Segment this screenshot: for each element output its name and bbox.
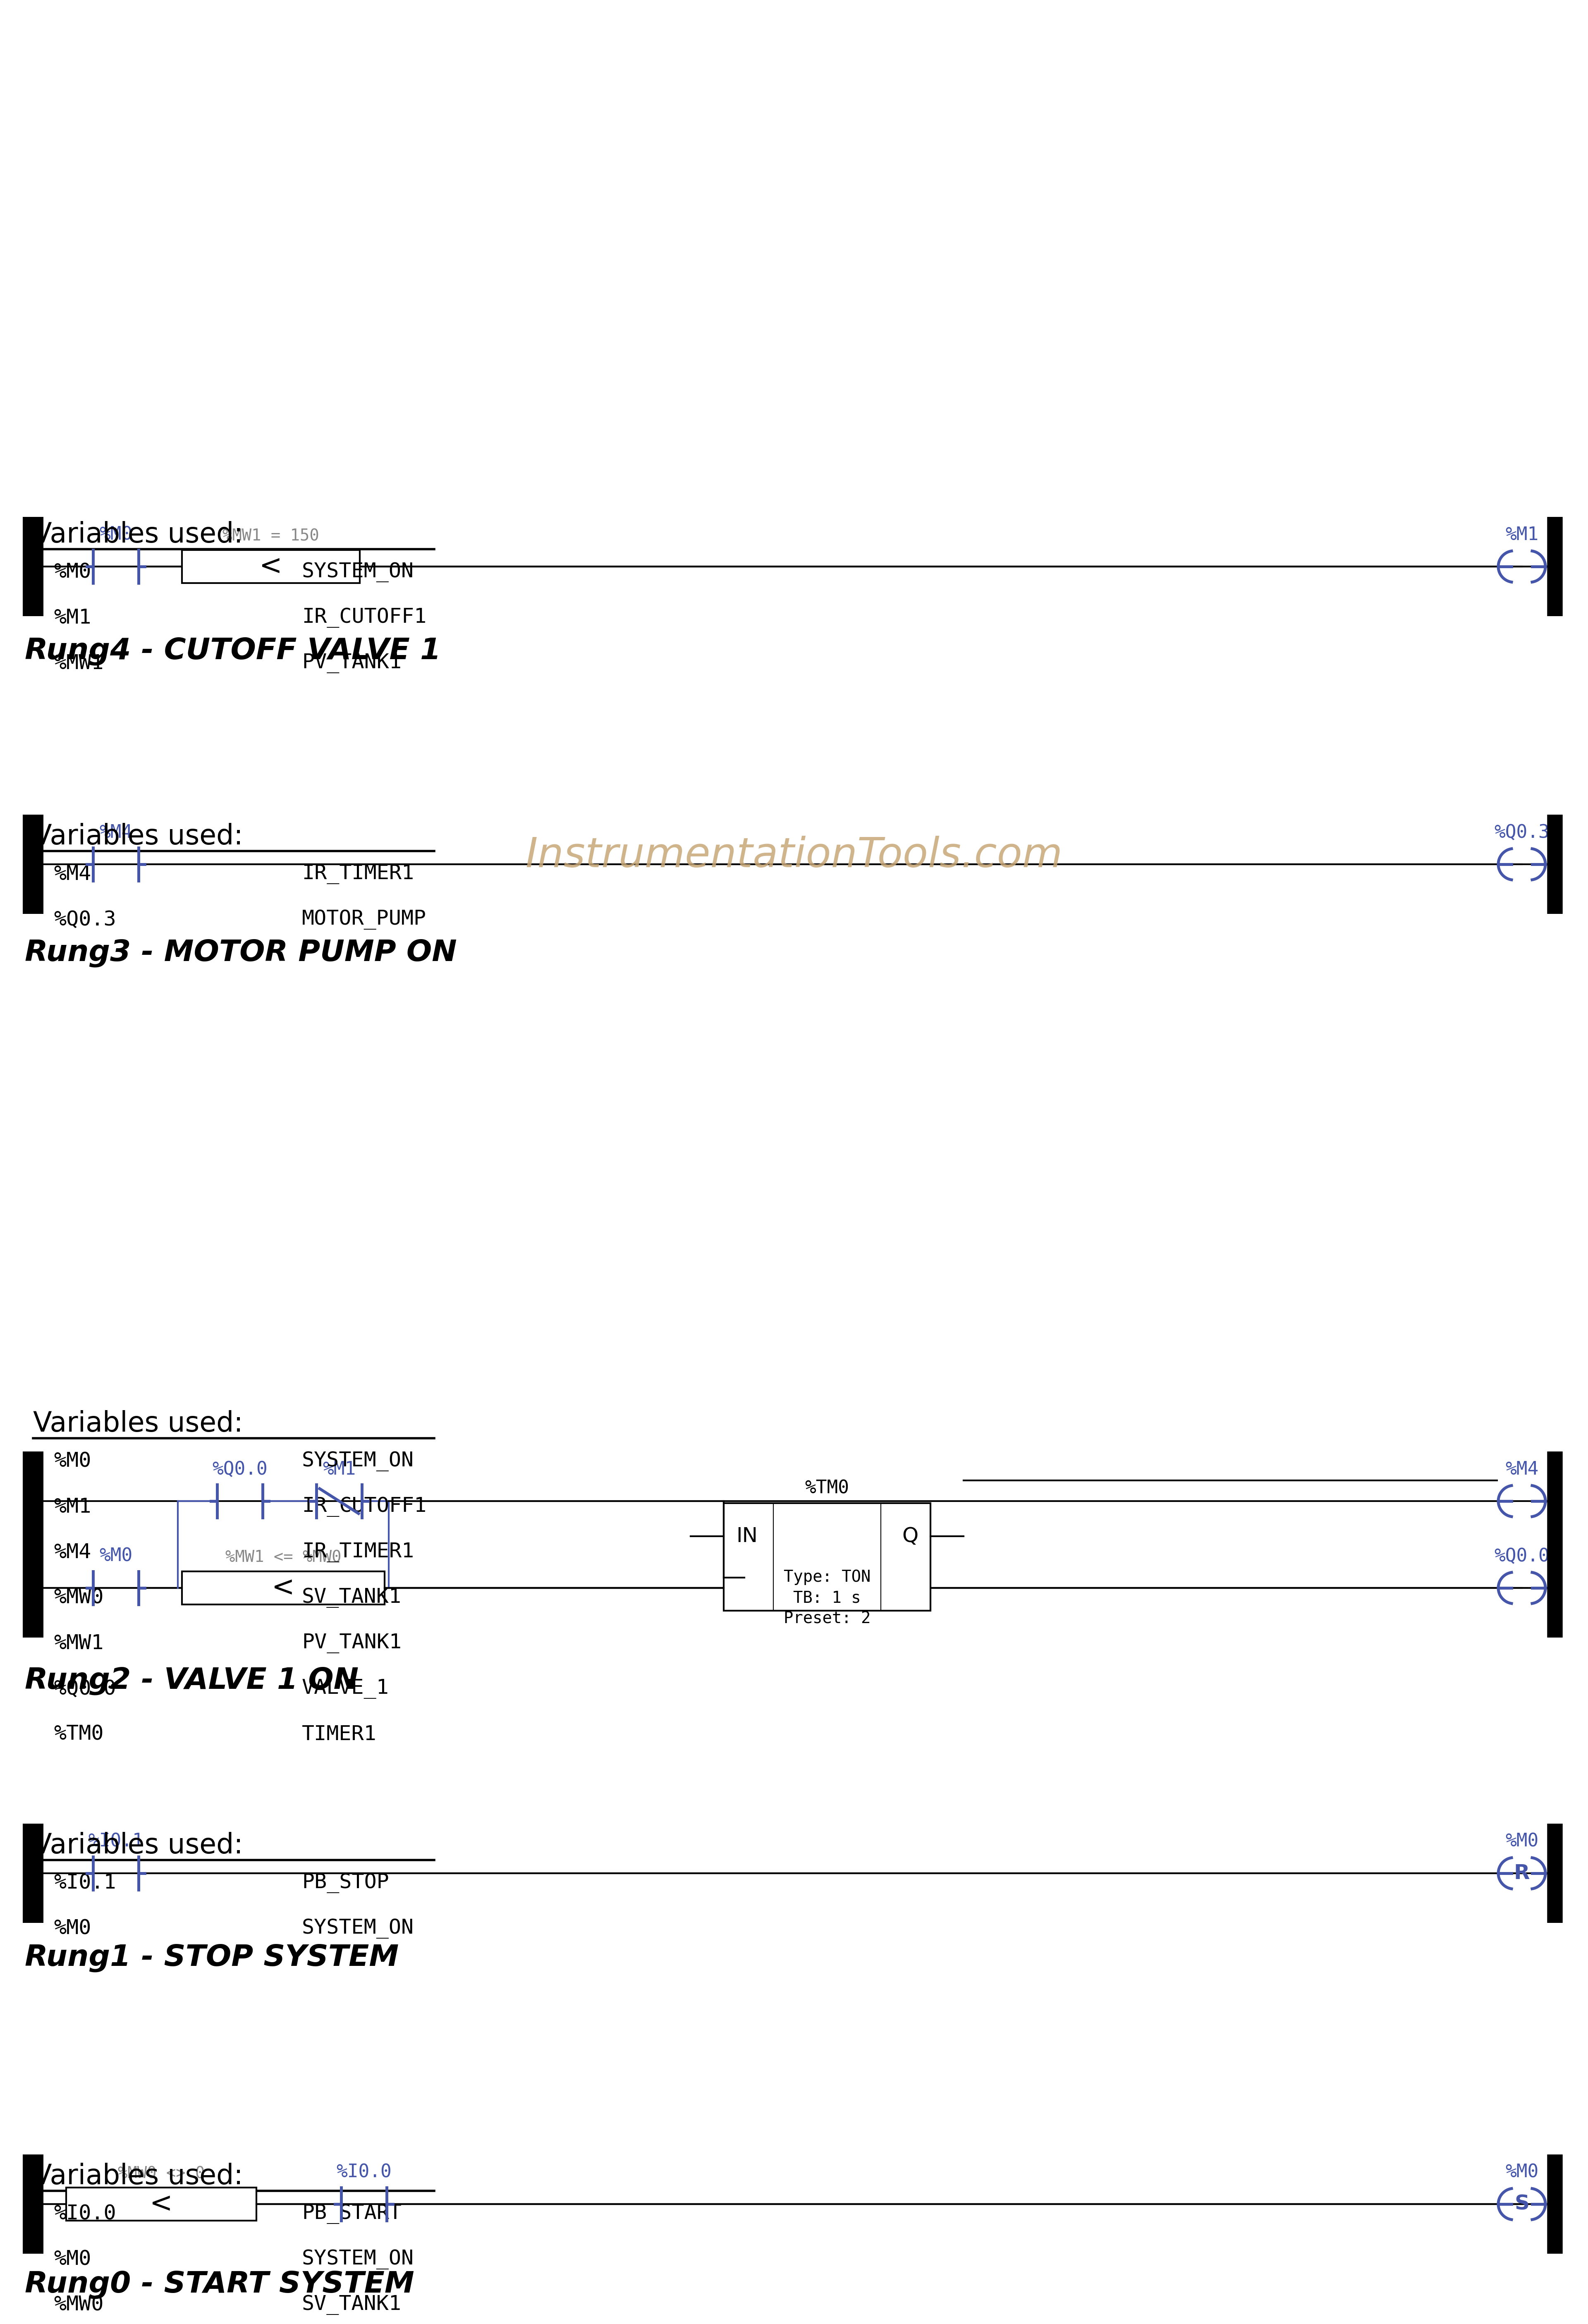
- Text: %MW0: %MW0: [54, 1587, 103, 1608]
- Text: PV_TANK1: PV_TANK1: [302, 653, 402, 674]
- Text: %Q0.3: %Q0.3: [1494, 823, 1550, 841]
- Text: %M0: %M0: [98, 525, 132, 544]
- Text: %I0.0: %I0.0: [54, 2203, 116, 2224]
- Text: %Q0.0: %Q0.0: [213, 1459, 267, 1478]
- Text: %Q0.3: %Q0.3: [54, 909, 116, 930]
- Text: %M0: %M0: [54, 2250, 91, 2271]
- Text: Rung4 - CUTOFF VALVE 1: Rung4 - CUTOFF VALVE 1: [25, 637, 441, 665]
- Text: %M0: %M0: [98, 1548, 132, 1564]
- Text: Rung3 - MOTOR PUMP ON: Rung3 - MOTOR PUMP ON: [25, 939, 457, 967]
- Text: Preset: 2: Preset: 2: [783, 1611, 870, 1627]
- Text: %M1: %M1: [322, 1459, 356, 1478]
- Bar: [183, 551, 360, 583]
- Text: Rung0 - START SYSTEM: Rung0 - START SYSTEM: [25, 2271, 414, 2298]
- Text: SV_TANK1: SV_TANK1: [302, 2296, 402, 2315]
- Text: <: <: [272, 1573, 295, 1601]
- Bar: [183, 1571, 384, 1604]
- Text: PB_STOP: PB_STOP: [302, 1873, 389, 1894]
- Text: InstrumentationTools.com: InstrumentationTools.com: [526, 837, 1062, 876]
- Text: %Q0.0: %Q0.0: [54, 1678, 116, 1699]
- Text: IR_CUTOFF1: IR_CUTOFF1: [302, 609, 427, 627]
- Text: MOTOR_PUMP: MOTOR_PUMP: [302, 909, 427, 930]
- Text: %M4: %M4: [1505, 1459, 1539, 1478]
- Text: Variables used:: Variables used:: [33, 1411, 243, 1439]
- Text: %M4: %M4: [98, 823, 132, 841]
- Text: VALVE_1: VALVE_1: [302, 1678, 389, 1699]
- Text: Rung2 - VALVE 1 ON: Rung2 - VALVE 1 ON: [25, 1666, 359, 1694]
- Text: %MW1 <= %MW0: %MW1 <= %MW0: [225, 1550, 341, 1564]
- Text: %M4: %M4: [54, 865, 91, 883]
- Text: Variables used:: Variables used:: [33, 1831, 243, 1859]
- Text: R: R: [1513, 1864, 1529, 1882]
- Text: <: <: [259, 553, 283, 581]
- Text: %M0: %M0: [1505, 1834, 1539, 1850]
- Text: %M0: %M0: [1505, 2164, 1539, 2182]
- Text: Variables used:: Variables used:: [33, 2164, 243, 2189]
- Text: %I0.0: %I0.0: [337, 2164, 392, 2182]
- Text: %M1: %M1: [54, 609, 91, 627]
- Text: %M4: %M4: [54, 1543, 91, 1562]
- Text: %M0: %M0: [54, 1920, 91, 1938]
- Text: %MW1: %MW1: [54, 1634, 103, 1652]
- Text: PV_TANK1: PV_TANK1: [302, 1634, 402, 1652]
- Bar: [724, 1504, 931, 1611]
- Text: SYSTEM_ON: SYSTEM_ON: [302, 562, 414, 583]
- Text: <: <: [149, 2192, 173, 2217]
- Text: SV_TANK1: SV_TANK1: [302, 1587, 402, 1608]
- Text: %MW0 <> 0: %MW0 <> 0: [118, 2166, 205, 2182]
- Text: Variables used:: Variables used:: [33, 521, 243, 548]
- Text: %M0: %M0: [54, 562, 91, 583]
- Text: %M1: %M1: [1505, 525, 1539, 544]
- Text: PB_START: PB_START: [302, 2203, 402, 2224]
- Text: SYSTEM_ON: SYSTEM_ON: [302, 1920, 414, 1938]
- Text: %MW1 = 150: %MW1 = 150: [222, 528, 319, 544]
- Text: IR_CUTOFF1: IR_CUTOFF1: [302, 1497, 427, 1518]
- Text: IR_TIMER1: IR_TIMER1: [302, 865, 414, 883]
- Text: S: S: [1515, 2194, 1529, 2215]
- Text: %Q0.0: %Q0.0: [1494, 1548, 1550, 1564]
- Text: %TM0: %TM0: [805, 1478, 850, 1497]
- Text: Type: TON: Type: TON: [783, 1569, 870, 1585]
- Bar: [67, 2187, 256, 2222]
- Text: %M0: %M0: [54, 1452, 91, 1471]
- Text: %I0.1: %I0.1: [54, 1873, 116, 1894]
- Text: Q: Q: [902, 1527, 918, 1545]
- Text: %MW1: %MW1: [54, 653, 103, 674]
- Text: %I0.1: %I0.1: [89, 1834, 143, 1850]
- Text: IR_TIMER1: IR_TIMER1: [302, 1543, 414, 1562]
- Text: %TM0: %TM0: [54, 1724, 103, 1745]
- Text: Rung1 - STOP SYSTEM: Rung1 - STOP SYSTEM: [25, 1943, 399, 1973]
- Text: TIMER1: TIMER1: [302, 1724, 376, 1745]
- Text: Variables used:: Variables used:: [33, 823, 243, 851]
- Text: SYSTEM_ON: SYSTEM_ON: [302, 1452, 414, 1471]
- Text: IN: IN: [737, 1527, 757, 1545]
- Text: SYSTEM_ON: SYSTEM_ON: [302, 2250, 414, 2271]
- Text: %MW0: %MW0: [54, 2296, 103, 2315]
- Text: %M1: %M1: [54, 1497, 91, 1518]
- Text: TB: 1 s: TB: 1 s: [794, 1590, 861, 1606]
